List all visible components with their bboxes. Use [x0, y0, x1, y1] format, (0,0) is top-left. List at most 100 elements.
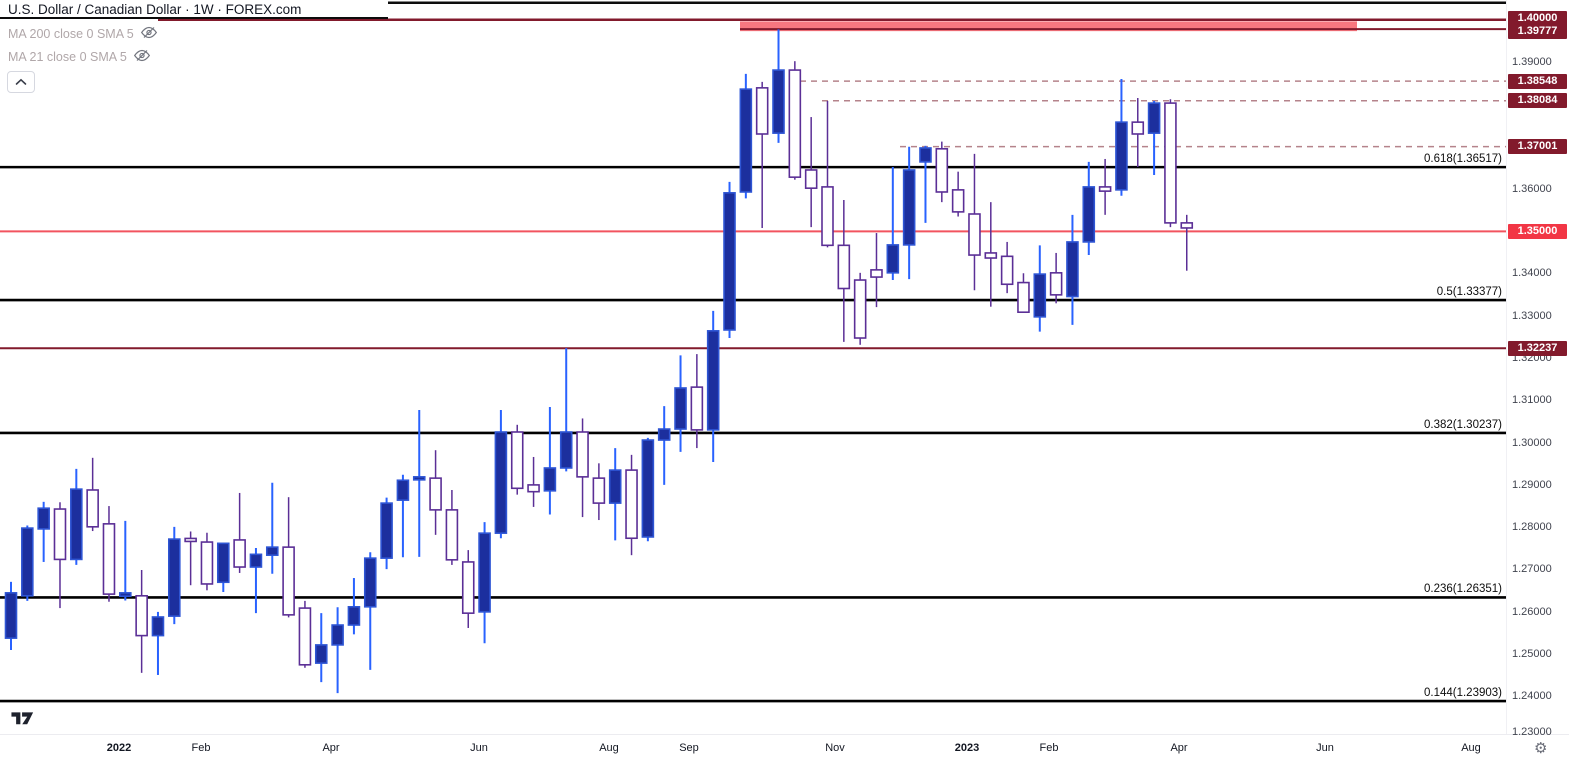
price-axis-label: 1.26000	[1512, 605, 1552, 618]
candle	[510, 424, 524, 495]
candle	[690, 354, 704, 449]
candle	[706, 310, 720, 463]
candle	[576, 418, 589, 518]
candle	[331, 607, 344, 694]
candle-body	[1017, 281, 1030, 314]
candle-body	[37, 507, 50, 530]
time-axis-label: 2023	[954, 742, 980, 754]
legend-collapse-button[interactable]	[7, 71, 35, 93]
candle-body	[70, 488, 83, 561]
fib-label: 0.236(1.26351)	[1423, 583, 1502, 596]
candle	[821, 100, 834, 248]
time-axis-label: Sep	[679, 742, 699, 754]
price-level-badge[interactable]: 1.37001	[1508, 139, 1567, 155]
candle	[543, 407, 557, 515]
candle-body	[1033, 273, 1047, 318]
candle-body	[396, 479, 410, 501]
candle-body	[951, 189, 965, 213]
candle-body	[1180, 222, 1194, 229]
candle	[657, 406, 671, 485]
time-axis-label: Apr	[322, 742, 340, 754]
price-axis-label: 1.25000	[1512, 648, 1552, 661]
resistance-zone	[740, 21, 1357, 32]
candle-body	[429, 477, 442, 511]
candle	[1180, 214, 1194, 271]
candle	[1000, 241, 1014, 294]
candle	[412, 409, 426, 557]
candle-body	[331, 624, 344, 646]
price-axis-label: 1.30000	[1512, 436, 1552, 449]
symbol-title[interactable]: U.S. Dollar / Canadian Dollar · 1W · FOR…	[0, 0, 388, 19]
price-axis[interactable]	[1506, 0, 1569, 735]
candle-body	[576, 431, 589, 478]
price-axis-label: 1.31000	[1512, 394, 1552, 407]
candle	[592, 463, 606, 521]
candle-body	[265, 546, 279, 556]
time-axis-label: Aug	[599, 742, 619, 754]
price-level-badge[interactable]: 1.38084	[1508, 93, 1567, 109]
price-level-badge[interactable]: 1.35000	[1508, 223, 1567, 239]
price-level-badge[interactable]: 1.40000	[1508, 10, 1567, 26]
eye-slash-icon[interactable]	[140, 26, 157, 42]
candle-body	[1115, 121, 1128, 191]
indicator-ma200[interactable]: MA 200 close 0 SMA 5	[8, 26, 157, 41]
time-axis-separator	[0, 734, 1569, 735]
candle	[200, 532, 214, 591]
time-axis-label: Apr	[1170, 742, 1188, 754]
fib-label: 0.5(1.33377)	[1436, 286, 1502, 299]
candle-body	[21, 527, 34, 597]
candle	[363, 552, 377, 670]
candle-body	[1098, 186, 1112, 192]
candle	[184, 531, 197, 586]
candle-body	[478, 532, 491, 613]
price-level-badge[interactable]: 1.38548	[1508, 73, 1567, 89]
candle	[1082, 161, 1096, 256]
candle-body	[527, 484, 540, 493]
chevron-up-icon	[15, 73, 27, 91]
candle	[837, 200, 851, 342]
candle	[1164, 99, 1177, 228]
candle-body	[788, 69, 802, 178]
price-axis-label: 1.28000	[1512, 521, 1552, 534]
candle	[298, 600, 312, 668]
candle	[984, 202, 998, 307]
candle	[951, 171, 965, 217]
candle	[429, 450, 442, 535]
time-axis-label: Jun	[1316, 742, 1334, 754]
candle	[755, 81, 769, 228]
candle-body	[706, 330, 720, 431]
price-axis-label: 1.27000	[1512, 563, 1552, 576]
candle	[559, 348, 573, 472]
candle	[674, 355, 687, 452]
candle	[1066, 214, 1079, 325]
candle	[902, 146, 916, 280]
price-level-badge[interactable]: 1.39777	[1508, 24, 1567, 40]
price-level-badge[interactable]: 1.32237	[1508, 340, 1567, 356]
candle	[608, 448, 622, 541]
indicator-ma21[interactable]: MA 21 close 0 SMA 5	[8, 49, 150, 64]
candle	[1147, 100, 1161, 176]
candle-body	[1000, 255, 1014, 286]
gear-icon[interactable]: ⚙	[1534, 740, 1548, 757]
price-axis-label: 1.39000	[1512, 55, 1552, 68]
candle	[870, 233, 883, 308]
time-axis-label: Feb	[1039, 742, 1059, 754]
candle	[1033, 245, 1047, 332]
tradingview-logo[interactable]	[10, 709, 35, 731]
candle	[314, 613, 328, 683]
candle-body	[608, 469, 622, 504]
candle-body	[543, 467, 557, 492]
candle-body	[772, 69, 785, 134]
candle-body	[249, 553, 263, 568]
candle-body	[739, 88, 753, 193]
price-axis-label: 1.36000	[1512, 182, 1552, 195]
candle	[445, 489, 459, 565]
eye-slash-icon[interactable]	[133, 49, 150, 65]
candle	[86, 457, 99, 532]
candle-body	[233, 539, 246, 568]
candle-body	[559, 431, 573, 469]
indicator-ma200-label: MA 200 close 0 SMA 5	[8, 26, 134, 41]
candle-body	[1131, 121, 1145, 135]
candle-body	[804, 169, 818, 189]
